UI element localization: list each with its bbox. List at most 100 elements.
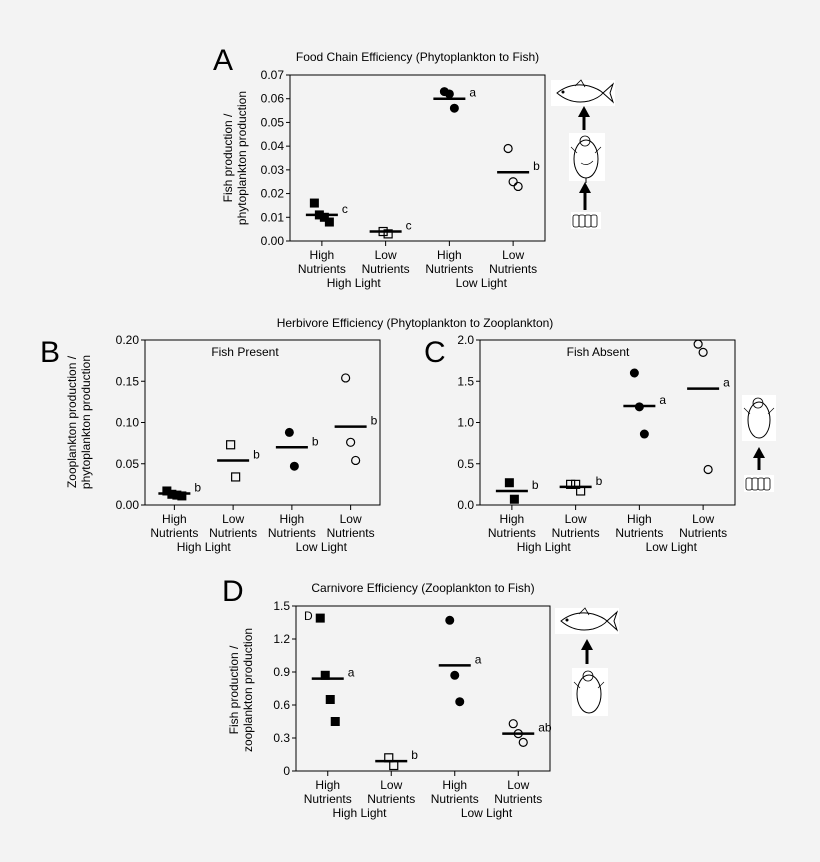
arrow-up-icon: [578, 106, 590, 130]
series-group: c: [369, 219, 412, 239]
x-tick-label: Nutrients: [304, 792, 352, 806]
data-point-marker: [346, 437, 356, 447]
series-group: a: [433, 86, 476, 113]
x-tick-label: Nutrients: [679, 526, 727, 540]
y-axis-label: phytoplankton production: [79, 355, 93, 489]
chart-panel-d: Carnivore Efficiency (Zooplankton to Fis…: [227, 581, 552, 820]
panel-letter-a: A: [213, 44, 233, 77]
x-group-label: High Light: [327, 276, 382, 290]
y-tick-label: 0.04: [261, 139, 285, 153]
chart-panel-b: Fish Present 0.00 0.05 0.10 0.15 0.20 Zooplank…: [65, 333, 381, 554]
food-chain-illustration-a: [551, 79, 615, 229]
x-tick-label: Nutrients: [489, 262, 537, 276]
y-tick-label: 0.01: [261, 210, 285, 224]
zooplankton-icon: [572, 668, 608, 716]
significance-letter: b: [253, 447, 260, 461]
chart-panel-c: Fish Absent0.00.51.01.52.0HighNutrientsL…: [457, 333, 736, 554]
data-point-marker: [383, 229, 393, 239]
data-point-marker: [324, 217, 334, 227]
x-tick-label: Nutrients: [150, 526, 198, 540]
x-tick-label: High: [437, 248, 462, 262]
data-point-marker: [315, 613, 325, 623]
chart-panel-a: Food Chain Efficiency (Phytoplankton to …: [221, 50, 546, 290]
significance-letter: a: [659, 393, 666, 407]
y-tick-label: 0.03: [261, 163, 285, 177]
y-tick-label: 1.5: [457, 374, 474, 388]
x-tick-label: Low: [380, 778, 402, 792]
x-tick-label: Nutrients: [268, 526, 316, 540]
series-group: b: [559, 474, 603, 496]
y-tick-label: 0.05: [261, 115, 285, 129]
y-axis-label: Zooplankton production /: [65, 355, 79, 488]
data-point-marker: [284, 427, 294, 437]
x-tick-label: High: [442, 778, 467, 792]
zooplankton-icon: [569, 133, 605, 183]
chart-subtitle: Fish Absent: [567, 345, 630, 359]
significance-letter: b: [532, 478, 539, 492]
data-point-marker: [330, 717, 340, 726]
data-point-marker: [629, 368, 639, 378]
y-tick-label: 0.9: [273, 665, 290, 679]
significance-letter: b: [411, 748, 418, 762]
x-tick-label: High: [500, 512, 525, 526]
x-tick-label: Low: [375, 248, 397, 262]
food-chain-illustration-c: [742, 395, 776, 492]
y-tick-label: 0.5: [457, 457, 474, 471]
fish-icon: [555, 607, 619, 634]
chart-title: Food Chain Efficiency (Phytoplankton to …: [296, 50, 539, 64]
y-tick-label: 0.05: [116, 457, 140, 471]
y-tick-label: 0.07: [261, 68, 285, 82]
y-tick-label: 0.20: [116, 333, 140, 347]
significance-letter: a: [475, 652, 482, 666]
significance-letter: c: [406, 219, 412, 233]
x-tick-label: Nutrients: [425, 262, 473, 276]
data-point-marker: [449, 103, 459, 113]
food-chain-illustration-d: [555, 607, 619, 716]
x-tick-label: Nutrients: [362, 262, 410, 276]
series-group: b: [275, 427, 319, 471]
data-point-marker: [177, 491, 187, 501]
data-point-marker: [508, 719, 518, 729]
phytoplankton-icon: [744, 475, 774, 492]
chart-subtitle: D: [304, 609, 313, 623]
panel-letter-c: C: [424, 336, 446, 369]
x-tick-label: Nutrients: [552, 526, 600, 540]
x-tick-label: Nutrients: [615, 526, 663, 540]
x-tick-label: Nutrients: [209, 526, 257, 540]
y-axis-label: zooplankton production: [241, 628, 255, 752]
y-tick-label: 1.0: [457, 416, 474, 430]
chart-subtitle: Fish Present: [211, 345, 279, 359]
chart-title: Carnivore Efficiency (Zooplankton to Fis…: [311, 581, 534, 595]
data-point-marker: [703, 464, 713, 475]
panel-letter-b: B: [40, 336, 60, 369]
data-point-marker: [231, 472, 241, 482]
y-tick-label: 1.2: [273, 632, 290, 646]
data-point-marker: [571, 479, 581, 489]
y-tick-label: 0.6: [273, 698, 290, 712]
series-group: b: [158, 480, 201, 501]
series-group: a: [687, 339, 730, 475]
y-tick-label: 2.0: [457, 333, 474, 347]
x-group-label: Low Light: [461, 806, 513, 820]
y-tick-label: 0.00: [116, 498, 140, 512]
series-group: a: [623, 368, 666, 439]
significance-letter: b: [371, 414, 378, 428]
plot-area-frame: [289, 74, 546, 242]
zooplankton-icon: [742, 395, 776, 441]
data-point-marker: [566, 479, 576, 489]
x-tick-label: Low: [507, 778, 529, 792]
x-group-label: Low Light: [456, 276, 508, 290]
data-point-marker: [639, 429, 649, 439]
series-group: b: [217, 440, 260, 482]
x-tick-label: Nutrients: [298, 262, 346, 276]
x-tick-label: Low: [340, 512, 362, 526]
plot-area-frame: [144, 339, 381, 506]
series-group: b: [495, 478, 539, 504]
data-point-marker: [455, 697, 465, 707]
significance-letter: c: [342, 202, 348, 216]
significance-letter: a: [348, 666, 355, 680]
y-tick-label: 0.15: [116, 374, 140, 388]
data-point-marker: [341, 373, 351, 383]
x-group-label: High Light: [517, 540, 572, 554]
x-tick-label: Nutrients: [327, 526, 375, 540]
